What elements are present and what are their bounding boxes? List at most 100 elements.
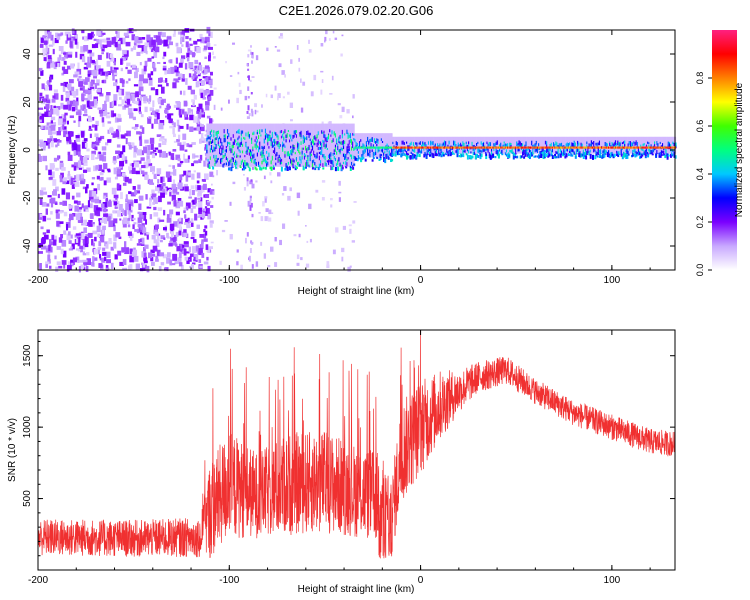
spectrogram-cell — [45, 85, 48, 91]
spectrogram-cell — [499, 144, 501, 149]
spectrogram-cell — [287, 130, 290, 133]
spectrogram-cell — [165, 78, 168, 83]
spectrogram-cell — [168, 164, 172, 167]
spectrogram-cell — [139, 167, 142, 173]
spectrogram-cell — [127, 107, 133, 115]
spectrogram-cell — [517, 146, 519, 149]
spectrogram-cell — [205, 81, 211, 85]
spectrogram-cell — [613, 146, 616, 149]
spectrogram-cell — [46, 63, 51, 69]
spectrogram-cell — [112, 133, 116, 138]
spectrogram-cell — [515, 148, 518, 152]
spectrogram-cell — [348, 224, 352, 227]
spectrogram-cell — [328, 38, 331, 41]
spectrogram-cell — [158, 138, 164, 142]
spectrogram-cell — [637, 146, 640, 149]
spectrogram-cell — [267, 161, 270, 166]
spectrogram-cell — [232, 42, 235, 45]
spectrogram-cell — [45, 245, 50, 248]
spectrogram-cell — [355, 157, 358, 161]
spectrogram-cell — [221, 141, 224, 146]
spectrogram-cell — [578, 148, 581, 153]
spectrogram-cell — [71, 107, 76, 112]
spectrogram-cell — [303, 155, 306, 160]
spectrogram-cell — [631, 154, 633, 158]
spectrogram-cell — [268, 152, 271, 157]
spectrogram-cell — [278, 154, 281, 159]
spectrogram-cell — [269, 134, 272, 140]
spectrogram-cell — [213, 130, 216, 134]
spectrogram-cell — [75, 213, 81, 221]
spectrogram-cell — [633, 141, 636, 144]
spectrogram-cell — [251, 60, 253, 64]
spectrogram-cell — [480, 146, 483, 149]
spectrogram-cell — [415, 136, 417, 154]
spectrogram-cell — [186, 143, 190, 147]
spectrogram-cell — [63, 114, 67, 120]
spectrogram-cell — [73, 143, 78, 151]
spectrogram-cell — [210, 145, 213, 150]
spectrogram-cell — [535, 140, 538, 145]
spectrogram-cell — [264, 123, 267, 167]
spectrogram-cell — [62, 57, 65, 61]
spectrogram-cell — [329, 93, 333, 95]
spectrogram-cell — [74, 38, 78, 45]
spectrogram-cell — [63, 69, 69, 74]
spectrogram-cell — [270, 180, 273, 184]
spectrogram-cell — [394, 136, 397, 154]
x-tick-label: 100 — [604, 275, 621, 286]
spectrogram-cell — [133, 145, 137, 153]
spectrogram-cell — [83, 45, 89, 52]
spectrogram-cell — [241, 150, 244, 154]
spectrogram-cell — [102, 225, 106, 231]
spectrogram-cell — [346, 129, 349, 134]
spectrogram-cell — [556, 151, 559, 155]
spectrogram-cell — [72, 213, 76, 217]
spectrogram-cell — [109, 41, 114, 45]
spectrogram-cell — [443, 141, 446, 146]
spectrogram-cell — [555, 156, 558, 159]
spectrogram-cell — [390, 133, 392, 158]
spectrogram-cell — [250, 51, 252, 55]
spectrogram-cell — [422, 142, 425, 147]
spectrogram-cell — [439, 146, 441, 149]
spectrogram-cell — [525, 146, 527, 149]
spectrogram-cell — [333, 156, 336, 160]
spectrogram-cell — [48, 128, 53, 136]
spectrogram-cell — [565, 143, 568, 149]
spectrogram-cell — [57, 193, 60, 199]
spectrogram-cell — [197, 197, 202, 200]
spectrogram-cell — [61, 72, 65, 76]
spectrogram-cell — [208, 136, 211, 140]
spectrogram-cell — [168, 118, 173, 124]
spectrogram-cell — [204, 230, 208, 236]
spectrogram-cell — [157, 39, 162, 46]
spectrogram-cell — [201, 239, 204, 244]
spectrogram-cell — [73, 74, 78, 78]
spectrogram-cell — [253, 153, 256, 159]
spectrogram-cell — [94, 83, 100, 86]
spectrogram-cell — [219, 136, 221, 140]
spectrogram-cell — [258, 123, 260, 167]
spectrogram-cell — [292, 163, 295, 169]
spectrogram-cell — [195, 203, 198, 207]
spectrogram-cell — [180, 264, 184, 270]
spectrogram-cell — [634, 146, 636, 149]
spectrogram-cell — [624, 140, 627, 146]
spectrogram-cell — [624, 144, 627, 149]
spectrogram-cell — [255, 136, 258, 140]
spectrogram-cell — [83, 267, 86, 271]
spectrogram-cell — [341, 123, 344, 167]
spectrogram-cell — [280, 130, 283, 134]
spectrogram-cell — [51, 98, 56, 103]
spectrogram-cell — [407, 136, 409, 154]
spectrogram-cell — [105, 73, 109, 77]
spectrogram-cell — [402, 149, 405, 154]
spectrogram-cell — [116, 144, 121, 148]
spectrogram-cell — [74, 34, 78, 39]
spectrogram-cell — [352, 133, 355, 136]
spectrogram-cell — [438, 136, 440, 154]
spectrogram-cell — [204, 65, 210, 69]
spectrogram-cell — [232, 141, 235, 146]
spectrogram-cell — [441, 151, 444, 157]
